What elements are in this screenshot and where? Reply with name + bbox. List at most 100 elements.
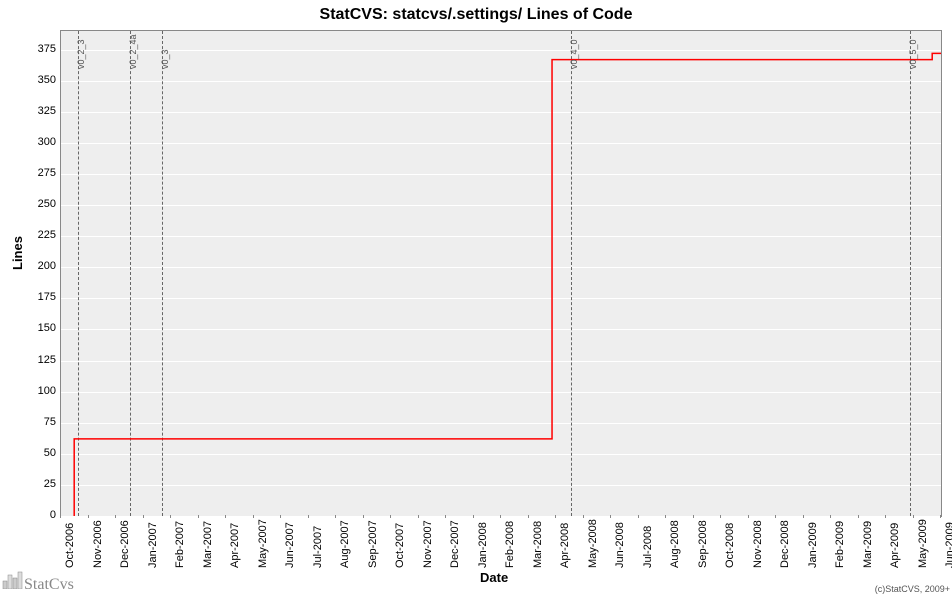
version-label: v0_2_4a [128, 34, 138, 69]
x-tick-label: Nov-2006 [92, 520, 104, 568]
data-line [61, 31, 941, 516]
x-tick-label: Jan-2009 [807, 522, 819, 568]
x-axis-label: Date [480, 570, 508, 585]
x-tick-label: Dec-2008 [779, 520, 791, 568]
x-tick-label: Oct-2007 [394, 523, 406, 568]
y-tick-label: 25 [16, 478, 56, 490]
version-marker [571, 31, 572, 516]
version-label: v0_5_0 [908, 39, 918, 69]
version-label: v0_3 [160, 49, 170, 69]
x-tick-label: Oct-2006 [64, 523, 76, 568]
x-tick [913, 515, 914, 518]
chart-container: v0_2_3 v0_2_4a v0_3 v0_4_0 v0_5_0 [60, 30, 940, 515]
x-tick-label: Sep-2007 [367, 520, 379, 568]
x-tick [500, 515, 501, 518]
y-tick-label: 150 [16, 322, 56, 334]
footer-logo: StatCvs [2, 571, 74, 594]
bar-chart-icon [2, 571, 24, 594]
gridline-h [61, 329, 941, 330]
version-marker [910, 31, 911, 516]
gridline-h [61, 298, 941, 299]
x-tick-label: Dec-2007 [449, 520, 461, 568]
x-tick [528, 515, 529, 518]
x-tick [143, 515, 144, 518]
x-tick [115, 515, 116, 518]
gridline-h [61, 81, 941, 82]
y-tick-label: 75 [16, 416, 56, 428]
footer-right-text: (c)StatCVS, 2009+ [875, 584, 950, 594]
x-tick [610, 515, 611, 518]
gridline-h [61, 205, 941, 206]
x-tick-label: Feb-2008 [504, 521, 516, 568]
y-tick-label: 100 [16, 385, 56, 397]
x-tick [88, 515, 89, 518]
footer-left-text: StatCvs [24, 576, 74, 593]
x-tick [940, 515, 941, 518]
gridline-h [61, 361, 941, 362]
x-tick-label: May-2007 [257, 519, 269, 568]
x-tick-label: Feb-2009 [834, 521, 846, 568]
x-tick [60, 515, 61, 518]
x-tick-label: Oct-2008 [724, 523, 736, 568]
gridline-h [61, 454, 941, 455]
x-tick [665, 515, 666, 518]
x-tick [363, 515, 364, 518]
x-tick [473, 515, 474, 518]
x-tick [583, 515, 584, 518]
y-axis-label: Lines [10, 236, 25, 270]
x-tick-label: Jan-2008 [477, 522, 489, 568]
x-tick [803, 515, 804, 518]
x-tick-label: Jul-2007 [312, 526, 324, 568]
y-tick-label: 125 [16, 354, 56, 366]
x-tick [693, 515, 694, 518]
y-tick-label: 350 [16, 74, 56, 86]
gridline-h [61, 267, 941, 268]
x-tick-label: Apr-2007 [229, 523, 241, 568]
x-tick-label: May-2009 [917, 519, 929, 568]
x-tick-label: Nov-2008 [752, 520, 764, 568]
x-tick [638, 515, 639, 518]
x-tick-label: Aug-2007 [339, 520, 351, 568]
gridline-h [61, 236, 941, 237]
gridline-h [61, 174, 941, 175]
x-tick [555, 515, 556, 518]
x-tick [198, 515, 199, 518]
gridline-h [61, 423, 941, 424]
x-tick-label: May-2008 [587, 519, 599, 568]
x-tick-label: Apr-2009 [889, 523, 901, 568]
x-tick [885, 515, 886, 518]
x-tick [225, 515, 226, 518]
x-tick-label: Nov-2007 [422, 520, 434, 568]
x-tick-label: Dec-2006 [119, 520, 131, 568]
x-tick [830, 515, 831, 518]
x-tick-label: Mar-2008 [532, 521, 544, 568]
version-label: v0_4_0 [569, 39, 579, 69]
version-marker [130, 31, 131, 516]
x-tick [335, 515, 336, 518]
gridline-h [61, 516, 941, 517]
x-tick [775, 515, 776, 518]
x-tick [308, 515, 309, 518]
x-tick-label: Mar-2007 [202, 521, 214, 568]
plot-area: v0_2_3 v0_2_4a v0_3 v0_4_0 v0_5_0 [60, 30, 942, 517]
x-tick-label: Jun-2008 [614, 522, 626, 568]
y-tick-label: 50 [16, 447, 56, 459]
gridline-h [61, 50, 941, 51]
y-tick-label: 375 [16, 43, 56, 55]
x-tick [720, 515, 721, 518]
x-tick-label: Apr-2008 [559, 523, 571, 568]
x-tick-label: Sep-2008 [697, 520, 709, 568]
x-tick [280, 515, 281, 518]
x-tick [445, 515, 446, 518]
y-tick-label: 300 [16, 136, 56, 148]
gridline-h [61, 143, 941, 144]
x-tick-label: Jul-2008 [642, 526, 654, 568]
x-tick [170, 515, 171, 518]
gridline-h [61, 485, 941, 486]
version-label: v0_2_3 [76, 39, 86, 69]
y-tick-label: 0 [16, 509, 56, 521]
x-tick-label: Aug-2008 [669, 520, 681, 568]
x-tick-label: Jan-2007 [147, 522, 159, 568]
gridline-h [61, 392, 941, 393]
y-tick-label: 275 [16, 167, 56, 179]
